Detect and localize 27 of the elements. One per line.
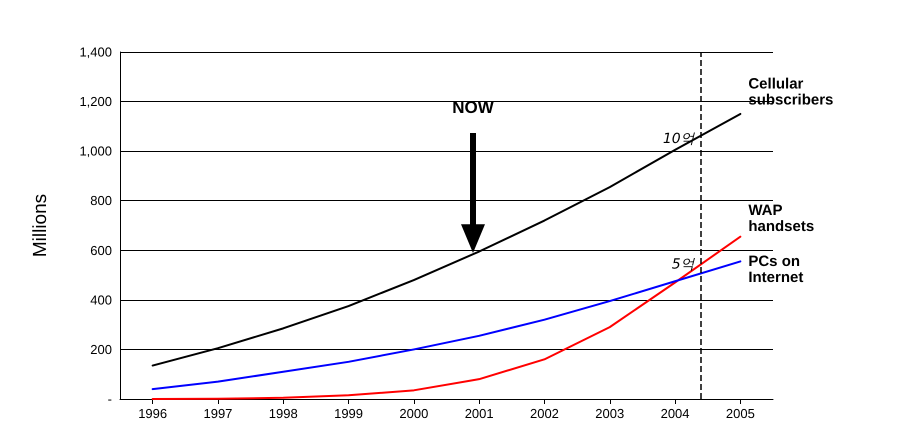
y-tick-label: 600 [90,242,112,258]
x-tick-label: 2001 [464,406,494,421]
x-tick-label: 2002 [530,406,559,421]
x-tick-label: 2000 [399,406,428,421]
annotation: 5억 [672,256,696,273]
annotation: 10억 [662,131,696,148]
y-tick-label: 200 [90,342,112,357]
y-tick-label: 800 [90,193,112,208]
y-tick-label: 1,400 [79,44,112,60]
y-tick-label: 1,000 [79,144,112,159]
x-tick-label: 2003 [595,406,624,421]
y-axis-title: Millions [30,194,51,258]
line-series [152,260,742,390]
x-tick-label: 2004 [660,406,690,421]
line-series [152,236,742,400]
y-tick-label: - [108,392,112,406]
series-label: Cellular subscribers [748,75,834,108]
y-tick-label: 1,200 [79,94,112,110]
annotation: NOW [452,98,495,117]
x-tick-label: 1999 [334,406,364,421]
x-tick-label: 1998 [268,406,298,421]
y-tick-label: 400 [90,292,112,308]
series-label: WAP handsets [748,202,814,236]
x-tick-label: 1997 [203,406,232,421]
series-label: PCs on Internet [748,252,804,286]
x-tick-label: 2005 [726,406,755,421]
x-tick-label: 1996 [138,406,168,421]
